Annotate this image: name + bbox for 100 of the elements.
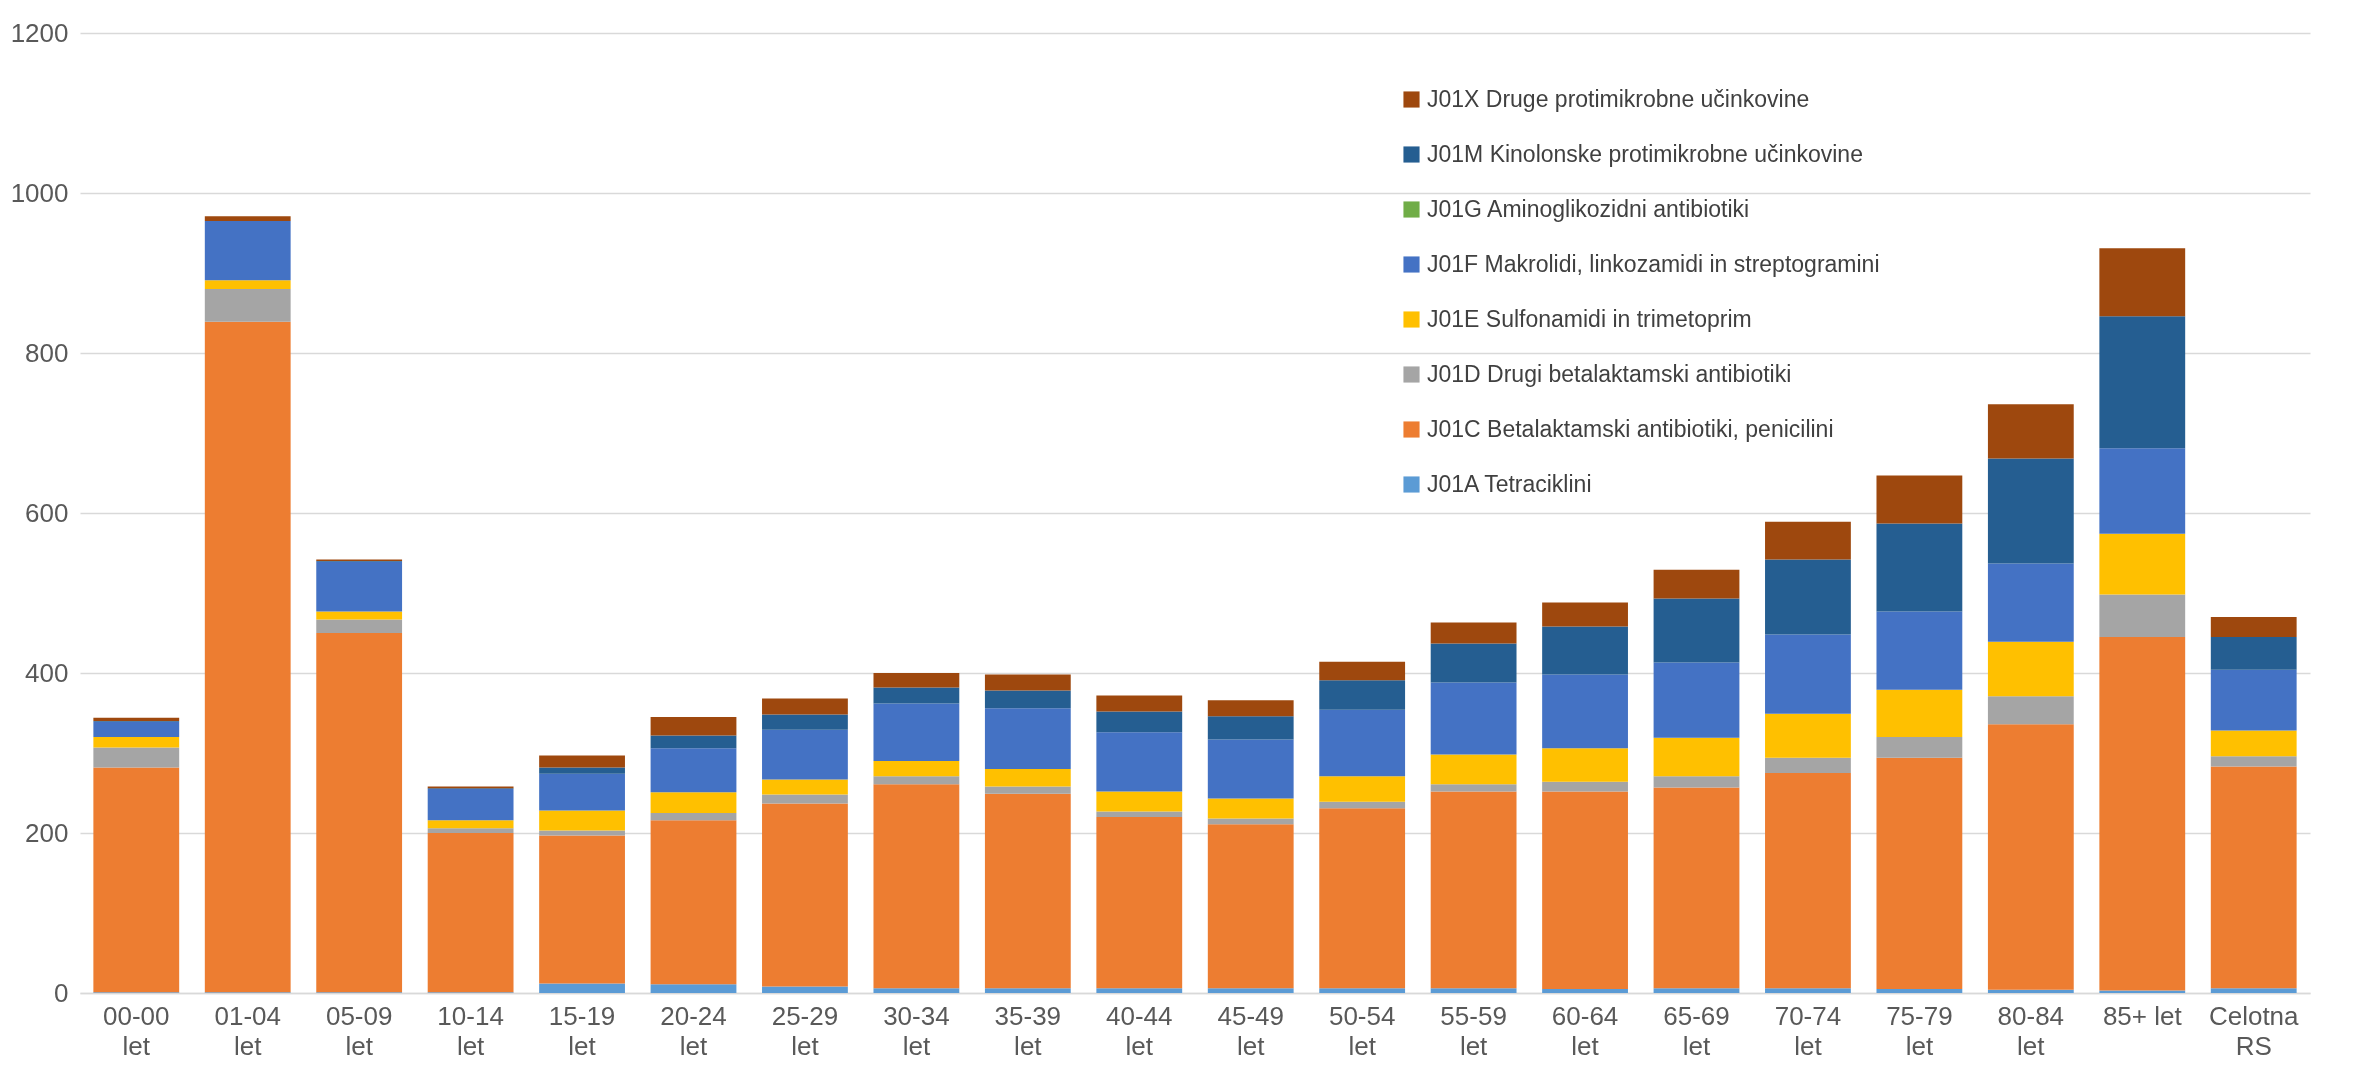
bar	[1319, 776, 1406, 802]
x-tick-label: 60-64 let	[1551, 1000, 1619, 1061]
bar	[873, 761, 960, 777]
bar	[1765, 521, 1851, 560]
bar	[1096, 711, 1183, 733]
bar	[984, 690, 1071, 709]
bar	[539, 773, 625, 811]
x-tick-label: 45-49 let	[1217, 1000, 1284, 1061]
bar	[762, 729, 848, 780]
bar	[1653, 787, 1740, 989]
bar	[204, 289, 291, 322]
x-tick-label: 65-69 let	[1663, 1000, 1730, 1061]
bar	[650, 792, 737, 813]
x-tick-label: 85+ let	[2102, 1000, 2183, 1031]
bar	[984, 769, 1071, 787]
bar	[204, 216, 291, 221]
bar	[1765, 757, 1851, 773]
bar	[539, 755, 625, 768]
bar	[1096, 695, 1183, 712]
x-tick-label: 55-59 let	[1440, 1000, 1507, 1061]
x-tick-label: 25-29 let	[771, 1000, 839, 1061]
bar	[984, 786, 1071, 794]
bar	[1876, 989, 1963, 993]
bar	[1653, 776, 1740, 788]
y-tick-label: 200	[25, 817, 69, 848]
bar	[762, 986, 848, 993]
bar	[984, 793, 1071, 989]
bar	[316, 561, 403, 612]
bar	[2210, 637, 2297, 670]
bar	[316, 619, 403, 633]
x-tick-label: 10-14 let	[437, 1000, 504, 1061]
bar	[984, 708, 1071, 769]
y-tick-label: 600	[25, 497, 69, 528]
bar	[1542, 781, 1628, 792]
bar	[873, 988, 960, 993]
x-tick-label: 40-44 let	[1106, 1000, 1173, 1061]
legend-label: J01E Sulfonamidi in trimetoprim	[1427, 305, 1752, 332]
bar	[427, 828, 514, 833]
y-tick-label: 400	[25, 657, 69, 688]
bar	[1096, 988, 1183, 993]
bar	[93, 747, 180, 768]
bar	[2210, 988, 2297, 993]
bar	[93, 717, 180, 721]
bar	[1430, 784, 1517, 792]
bar	[204, 321, 291, 993]
bar	[1430, 682, 1517, 755]
bar	[650, 813, 737, 821]
bar	[873, 673, 960, 688]
bar	[1207, 798, 1294, 819]
bar	[1430, 791, 1517, 989]
bar	[1653, 569, 1740, 599]
bar	[2099, 448, 2186, 534]
bar	[1653, 662, 1740, 738]
bar	[204, 280, 291, 289]
y-tick-label: 0	[54, 977, 69, 1008]
bar	[1653, 988, 1740, 993]
bar	[1542, 602, 1628, 627]
bar	[1319, 680, 1406, 710]
bar	[762, 779, 848, 795]
x-tick-label: 01-04 let	[214, 1000, 281, 1061]
bar	[1987, 696, 2074, 725]
x-tick-label: 00-00 let	[103, 1000, 170, 1061]
x-tick-label: 30-34 let	[883, 1000, 950, 1061]
x-tick-label: 50-54 let	[1328, 1000, 1396, 1061]
bar	[1876, 757, 1963, 989]
bar	[1542, 989, 1628, 993]
bar	[2099, 637, 2186, 991]
x-tick-label: 35-39 let	[994, 1000, 1062, 1061]
bar	[1207, 716, 1294, 740]
bar	[1207, 988, 1294, 993]
bar	[1987, 563, 2074, 642]
bar	[93, 737, 180, 748]
bar	[316, 611, 403, 620]
bar	[1319, 801, 1406, 809]
bar	[1319, 709, 1406, 777]
bar	[539, 767, 625, 774]
bar	[762, 794, 848, 804]
bar	[1207, 700, 1294, 717]
x-tick-label: 20-24 let	[660, 1000, 727, 1061]
bar	[2099, 248, 2186, 317]
bar	[1542, 674, 1628, 749]
y-tick-label: 1200	[10, 17, 69, 48]
bar	[1987, 641, 2074, 697]
x-tick-label: 15-19 let	[548, 1000, 616, 1061]
bar	[539, 835, 625, 984]
bar	[873, 687, 960, 704]
bar	[1430, 622, 1517, 644]
bar	[93, 721, 180, 737]
bar	[762, 803, 848, 987]
bar	[873, 776, 960, 785]
bar	[1876, 737, 1963, 758]
bar	[1876, 523, 1963, 612]
bar	[1876, 689, 1963, 737]
bar	[1876, 475, 1963, 524]
bar	[1207, 739, 1294, 799]
bar	[316, 633, 403, 993]
bar	[1096, 811, 1183, 817]
bar	[762, 698, 848, 715]
x-tick-label: 70-74 let	[1774, 1000, 1842, 1061]
bar	[1542, 748, 1628, 782]
